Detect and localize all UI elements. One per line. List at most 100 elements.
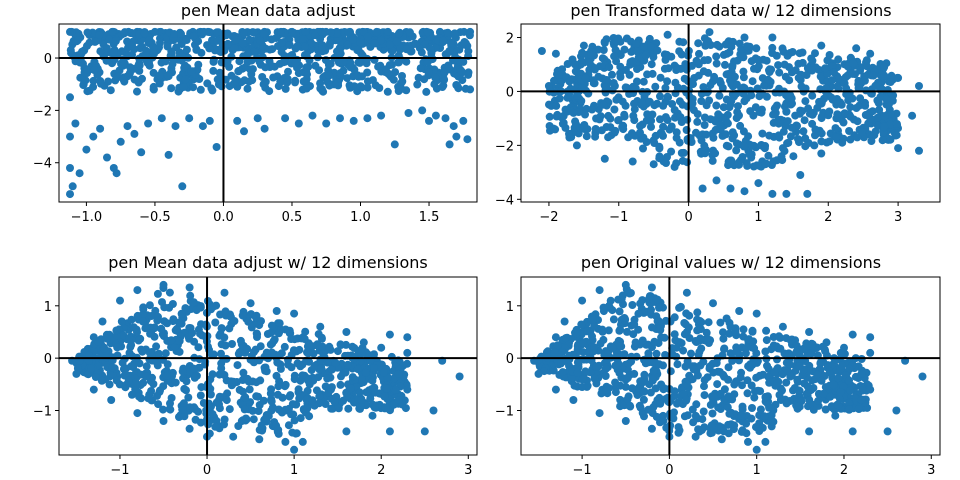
scatter-point [175, 347, 184, 356]
scatter-point [245, 35, 254, 44]
scatter-point [701, 149, 709, 158]
scatter-point [725, 409, 734, 418]
scatter-point [91, 373, 100, 381]
scatter-point [111, 37, 120, 45]
scatter-point [880, 112, 889, 121]
panel-title: pen Original values w/ 12 dimensions [581, 253, 881, 272]
scatter-point [331, 358, 340, 367]
scatter-point [175, 337, 184, 345]
scatter-point [672, 128, 681, 137]
scatter-points [530, 280, 927, 454]
scatter-point [275, 319, 284, 328]
panel-title: pen Mean data adjust w/ 12 dimensions [108, 253, 428, 272]
scatter-point [205, 44, 214, 53]
scatter-point [595, 286, 604, 295]
scatter-point [445, 47, 454, 55]
scatter-point [747, 381, 756, 390]
scatter-point [405, 28, 414, 37]
scatter-point [711, 125, 720, 134]
scatter-point [675, 138, 684, 147]
scatter-point [918, 372, 927, 381]
scatter-point [724, 142, 733, 151]
scatter-point [671, 89, 680, 98]
scatter-point [285, 392, 294, 401]
scatter-point [781, 72, 790, 81]
scatter-point [692, 128, 700, 137]
scatter-point [411, 39, 420, 48]
scatter-point [238, 311, 247, 320]
scatter-point [189, 83, 198, 92]
scatter-point [279, 58, 288, 67]
scatter-point [711, 149, 720, 158]
scatter-point [718, 83, 727, 92]
scatter-point [578, 48, 587, 57]
scatter-point [810, 141, 819, 150]
scatter-point [753, 55, 762, 64]
scatter-point [620, 112, 629, 121]
scatter-point [159, 405, 167, 414]
scatter-point [884, 134, 893, 143]
scatter-point [312, 386, 321, 395]
scatter-point [691, 432, 700, 441]
scatter-point [630, 320, 639, 329]
scatter-point [709, 299, 717, 308]
scatter-point [764, 75, 773, 84]
scatter-point [167, 47, 176, 56]
scatter-point [655, 154, 664, 163]
scatter-point [194, 343, 203, 352]
scatter-point [608, 70, 616, 79]
scatter-point [136, 381, 145, 390]
scatter-point [257, 421, 266, 430]
scatter-point [838, 361, 847, 370]
scatter-point [621, 101, 630, 110]
scatter-point [273, 425, 282, 434]
scatter-point [439, 74, 448, 83]
scatter-point [588, 105, 596, 114]
scatter-point [119, 365, 128, 374]
scatter-point [761, 142, 770, 150]
scatter-point [608, 343, 617, 352]
y-tick-label: 2 [506, 31, 514, 46]
scatter-point [229, 377, 238, 386]
scatter-point [232, 35, 241, 44]
scatter-point [719, 370, 728, 379]
scatter-point [293, 359, 302, 368]
scatter-point [768, 33, 777, 42]
scatter-point [661, 83, 670, 92]
scatter-point [738, 51, 747, 60]
scatter-point [324, 388, 333, 397]
scatter-point [221, 341, 230, 350]
scatter-point [261, 77, 270, 86]
scatter-point [834, 401, 843, 410]
y-tick-label: −2 [33, 104, 52, 119]
scatter-point [392, 37, 401, 46]
y-tick-label: −4 [495, 193, 514, 208]
x-tick-label: −1 [573, 463, 592, 478]
scatter-point [732, 347, 741, 356]
scatter-point [284, 355, 292, 364]
scatter-point [712, 52, 721, 61]
scatter-point [683, 158, 692, 167]
scatter-point [178, 182, 187, 191]
scatter-point [144, 394, 153, 403]
scatter-point [239, 29, 248, 38]
scatter-point [834, 55, 843, 64]
scatter-point [308, 396, 317, 405]
scatter-point [840, 343, 848, 352]
scatter-point [335, 46, 344, 55]
scatter-point [344, 404, 353, 413]
scatter-point [336, 69, 345, 78]
scatter-point [631, 84, 640, 93]
scatter-point [356, 82, 365, 91]
scatter-point [565, 355, 574, 364]
scatter-point [290, 309, 299, 318]
scatter-point [797, 397, 806, 406]
scatter-point [801, 97, 810, 106]
scatter-point [639, 387, 648, 396]
scatter-point [615, 307, 624, 316]
scatter-point [590, 321, 599, 330]
scatter-point [100, 344, 109, 353]
scatter-point [753, 65, 762, 74]
scatter-point [832, 133, 841, 141]
panel-original-values-12: pen Original values w/ 12 dimensions −1 0… [495, 253, 941, 478]
